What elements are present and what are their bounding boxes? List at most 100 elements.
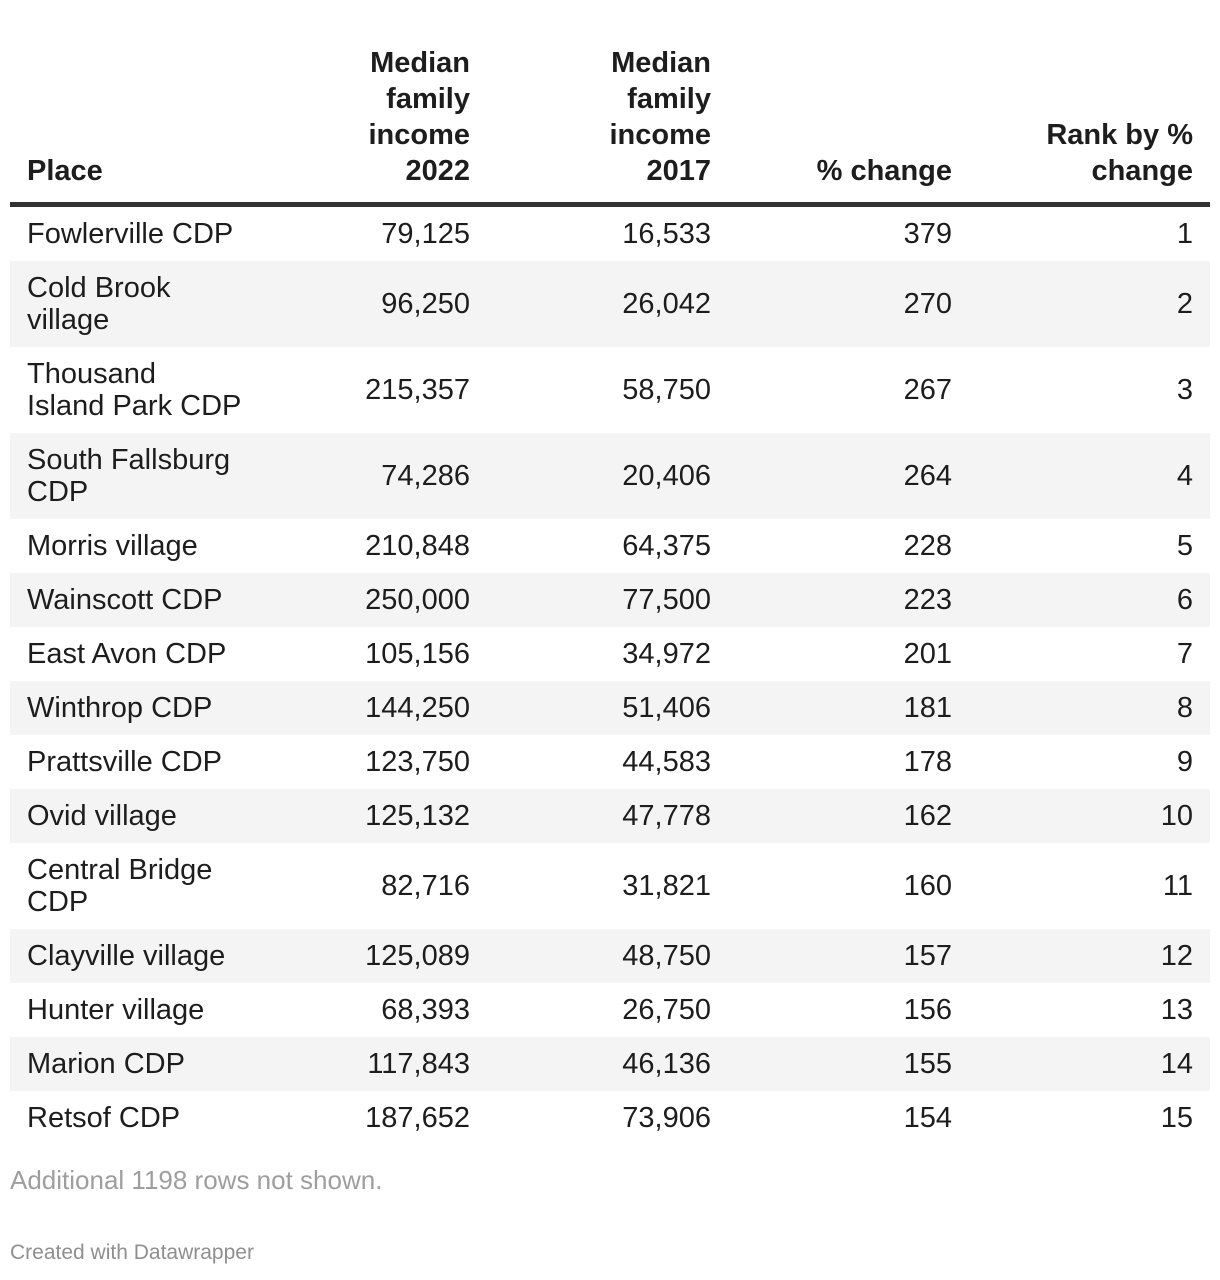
cell-rank: 15 bbox=[1160, 1102, 1193, 1134]
cell-income-2017: 77,500 bbox=[622, 584, 711, 616]
datawrapper-credit: Created with Datawrapper bbox=[10, 1241, 254, 1264]
cell-place: Ovid village bbox=[27, 800, 177, 832]
cell-pct-change: 178 bbox=[903, 746, 952, 778]
cell-income-2022: 79,125 bbox=[381, 218, 470, 250]
cell-place: Cold Brook village bbox=[27, 272, 171, 336]
cell-income-2022: 125,089 bbox=[365, 940, 470, 972]
cell-income-2017: 47,778 bbox=[622, 800, 711, 832]
column-header-income-2022: Median family income 2022 bbox=[246, 10, 487, 207]
cell-rank: 2 bbox=[1176, 288, 1193, 320]
cell-rank: 4 bbox=[1176, 460, 1193, 492]
cell-rank: 9 bbox=[1176, 746, 1193, 778]
header-row: Place Median family income 2022 Median f… bbox=[10, 10, 1210, 207]
cell-place: Retsof CDP bbox=[27, 1102, 181, 1134]
cell-income-2022: 250,000 bbox=[365, 584, 470, 616]
cell-income-2017: 73,906 bbox=[622, 1102, 711, 1134]
cell-income-2022: 82,716 bbox=[381, 870, 470, 902]
table-body: Fowlerville CDP 79,125 16,533 379 1 Cold Broo… bbox=[10, 205, 1210, 1146]
cell-income-2017: 31,821 bbox=[622, 870, 711, 902]
cell-place: East Avon CDP bbox=[27, 638, 227, 670]
cell-pct-change: 264 bbox=[903, 460, 952, 492]
cell-income-2017: 51,406 bbox=[622, 692, 711, 724]
cell-pct-change: 157 bbox=[903, 940, 952, 972]
column-header-rank: Rank by % change bbox=[969, 10, 1210, 207]
table-row: Retsof CDP 187,652 73,906 154 15 bbox=[10, 1091, 1210, 1145]
rows-not-shown-note: Additional 1198 rows not shown. bbox=[10, 1165, 383, 1195]
cell-place: Central Bridge CDP bbox=[27, 854, 213, 918]
cell-pct-change: 154 bbox=[903, 1102, 952, 1134]
cell-rank: 3 bbox=[1176, 374, 1193, 406]
cell-income-2017: 44,583 bbox=[622, 746, 711, 778]
cell-rank: 7 bbox=[1176, 638, 1193, 670]
cell-income-2017: 48,750 bbox=[622, 940, 711, 972]
cell-rank: 6 bbox=[1176, 584, 1193, 616]
cell-pct-change: 267 bbox=[903, 374, 952, 406]
cell-place: Prattsville CDP bbox=[27, 746, 222, 778]
cell-rank: 5 bbox=[1176, 530, 1193, 562]
cell-income-2022: 68,393 bbox=[381, 994, 470, 1026]
cell-income-2017: 16,533 bbox=[622, 218, 711, 250]
cell-place: Fowlerville CDP bbox=[27, 218, 234, 250]
cell-place: South Fallsburg CDP bbox=[27, 444, 231, 508]
cell-pct-change: 181 bbox=[903, 692, 952, 724]
cell-income-2017: 46,136 bbox=[622, 1048, 711, 1080]
column-header-pct-change: % change bbox=[728, 10, 969, 207]
column-header-income-2017: Median family income 2017 bbox=[487, 10, 728, 207]
cell-income-2017: 26,750 bbox=[622, 994, 711, 1026]
cell-place: Hunter village bbox=[27, 994, 205, 1026]
table-row: Marion CDP 117,843 46,136 155 14 bbox=[10, 1037, 1210, 1091]
table-row: East Avon CDP 105,156 34,972 201 7 bbox=[10, 627, 1210, 681]
cell-income-2022: 105,156 bbox=[365, 638, 470, 670]
table-row: Prattsville CDP 123,750 44,583 178 9 bbox=[10, 735, 1210, 789]
cell-place: Winthrop CDP bbox=[27, 692, 213, 724]
cell-income-2017: 34,972 bbox=[622, 638, 711, 670]
table-row: Clayville village 125,089 48,750 157 12 bbox=[10, 929, 1210, 983]
table-row: Cold Brook village 96,250 26,042 270 2 bbox=[10, 261, 1210, 347]
cell-pct-change: 270 bbox=[903, 288, 952, 320]
table-row: South Fallsburg CDP 74,286 20,406 264 4 bbox=[10, 433, 1210, 519]
cell-income-2017: 26,042 bbox=[622, 288, 711, 320]
cell-income-2022: 144,250 bbox=[365, 692, 470, 724]
cell-rank: 10 bbox=[1160, 800, 1193, 832]
cell-place: Morris village bbox=[27, 530, 198, 562]
cell-rank: 1 bbox=[1176, 218, 1193, 250]
cell-pct-change: 160 bbox=[903, 870, 952, 902]
cell-pct-change: 223 bbox=[903, 584, 952, 616]
cell-income-2017: 58,750 bbox=[622, 374, 711, 406]
cell-place: Wainscott CDP bbox=[27, 584, 223, 616]
cell-income-2022: 117,843 bbox=[367, 1048, 470, 1080]
cell-pct-change: 156 bbox=[903, 994, 952, 1026]
cell-pct-change: 379 bbox=[903, 218, 952, 250]
cell-income-2022: 210,848 bbox=[365, 530, 470, 562]
table-row: Fowlerville CDP 79,125 16,533 379 1 bbox=[10, 205, 1210, 262]
cell-pct-change: 228 bbox=[903, 530, 952, 562]
table-header: Place Median family income 2022 Median f… bbox=[10, 10, 1210, 207]
cell-rank: 13 bbox=[1160, 994, 1193, 1026]
cell-income-2022: 96,250 bbox=[381, 288, 470, 320]
cell-pct-change: 155 bbox=[903, 1048, 952, 1080]
table-row: Hunter village 68,393 26,750 156 13 bbox=[10, 983, 1210, 1037]
cell-income-2022: 125,132 bbox=[365, 800, 470, 832]
table-row: Winthrop CDP 144,250 51,406 181 8 bbox=[10, 681, 1210, 735]
cell-place: Thousand Island Park CDP bbox=[27, 358, 242, 422]
cell-rank: 14 bbox=[1160, 1048, 1193, 1080]
cell-rank: 11 bbox=[1162, 870, 1193, 902]
cell-income-2017: 64,375 bbox=[622, 530, 711, 562]
cell-rank: 12 bbox=[1160, 940, 1193, 972]
cell-income-2022: 215,357 bbox=[365, 374, 470, 406]
table-row: Central Bridge CDP 82,716 31,821 160 11 bbox=[10, 843, 1210, 929]
cell-rank: 8 bbox=[1176, 692, 1193, 724]
cell-place: Clayville village bbox=[27, 940, 226, 972]
table-row: Morris village 210,848 64,375 228 5 bbox=[10, 519, 1210, 573]
table-row: Thousand Island Park CDP 215,357 58,750 267… bbox=[10, 347, 1210, 433]
cell-income-2017: 20,406 bbox=[622, 460, 711, 492]
income-table: Place Median family income 2022 Median f… bbox=[10, 10, 1210, 1145]
cell-income-2022: 74,286 bbox=[381, 460, 470, 492]
cell-income-2022: 187,652 bbox=[365, 1102, 470, 1134]
cell-pct-change: 162 bbox=[903, 800, 952, 832]
table-row: Ovid village 125,132 47,778 162 10 bbox=[10, 789, 1210, 843]
cell-pct-change: 201 bbox=[903, 638, 952, 670]
column-header-place: Place bbox=[10, 10, 246, 207]
cell-place: Marion CDP bbox=[27, 1048, 185, 1080]
cell-income-2022: 123,750 bbox=[365, 746, 470, 778]
